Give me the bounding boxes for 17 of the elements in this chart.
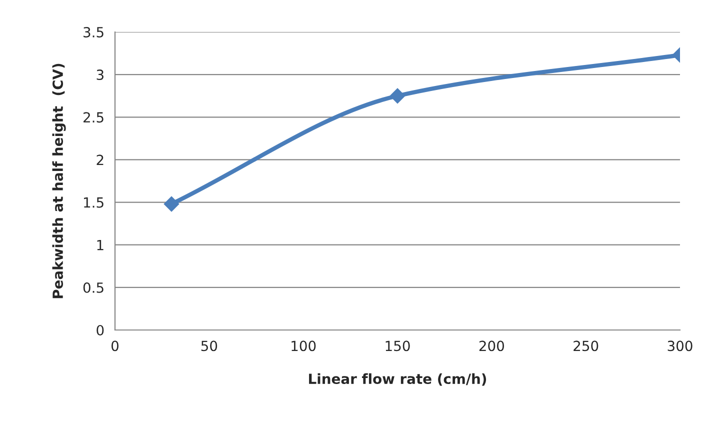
- x-tick-label: 250: [574, 340, 598, 352]
- x-tick-label: 50: [201, 340, 218, 352]
- x-tick-label: 300: [668, 340, 692, 352]
- y-tick-label: 1: [97, 240, 104, 250]
- x-tick-label: 0: [111, 340, 118, 352]
- y-tick-label: 0: [96, 324, 104, 336]
- y-tick-label: 3: [96, 70, 104, 80]
- x-tick-label: 150: [386, 340, 410, 352]
- x-tick-label: 100: [292, 340, 316, 352]
- y-tick-label: 0.5: [83, 282, 104, 293]
- y-tick-label: 2: [96, 154, 104, 165]
- y-tick-label: 3.5: [84, 26, 104, 38]
- x-tick-label: 200: [479, 340, 504, 352]
- y-tick-label: 2.5: [84, 112, 104, 123]
- x-axis-title: Linear flow rate (cm/h): [309, 373, 486, 386]
- y-axis-title: Peakwidth at half height (CV): [52, 64, 66, 298]
- y-tick-label: 1.5: [84, 197, 104, 208]
